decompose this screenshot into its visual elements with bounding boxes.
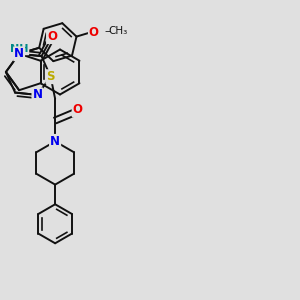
Text: S: S — [46, 70, 55, 83]
Text: NH: NH — [10, 44, 28, 54]
Text: N: N — [50, 135, 60, 148]
Text: CH₃: CH₃ — [108, 26, 128, 36]
Text: –: – — [105, 26, 110, 36]
Text: O: O — [47, 30, 57, 43]
Text: N: N — [14, 47, 24, 60]
Text: O: O — [73, 103, 82, 116]
Text: N: N — [32, 88, 42, 101]
Text: O: O — [89, 26, 99, 39]
Text: N: N — [50, 135, 60, 148]
